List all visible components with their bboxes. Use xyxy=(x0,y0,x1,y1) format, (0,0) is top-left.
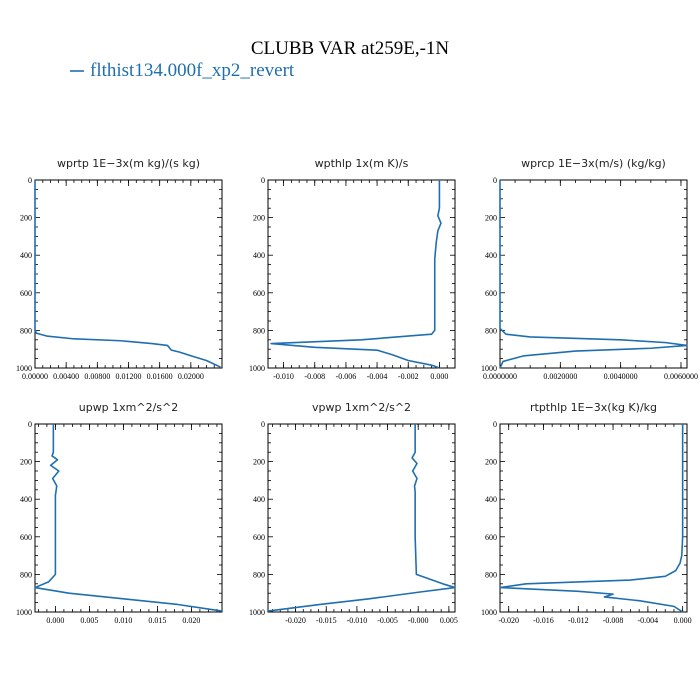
x-tick-label: 0.020 xyxy=(182,616,200,625)
y-tick-label: 600 xyxy=(485,533,497,542)
x-tick-label: -0.002 xyxy=(398,372,419,381)
y-tick-label: 200 xyxy=(20,458,32,467)
x-tick-label: 0.00800 xyxy=(84,372,110,381)
x-tick-label: 0.010 xyxy=(114,616,132,625)
x-tick-label: 0.0060000 xyxy=(664,372,698,381)
x-tick-label: 0.00400 xyxy=(53,372,79,381)
panel-title: wprtp 1E−3x(m kg)/(s kg) xyxy=(57,157,200,170)
x-tick-label: 0.01200 xyxy=(116,372,142,381)
panel-5: vpwp 1xm^2/s^2 0 200 400 600 800 1000 -0.020 -0.… xyxy=(249,401,458,625)
y-tick-label: 800 xyxy=(485,570,497,579)
x-tick-label: 0.000 xyxy=(46,616,64,625)
panels: wprtp 1E−3x(m kg)/(s kg) 0 200 400 600 800 100… xyxy=(16,157,698,625)
y-tick-label: 0 xyxy=(261,420,265,429)
x-tick-label: -0.000 xyxy=(408,616,429,625)
x-tick-label: -0.015 xyxy=(316,616,337,625)
y-tick-label: 400 xyxy=(485,495,497,504)
panel-3: wprcp 1E−3x(m/s) (kg/kg) 0 200 400 600 800 100… xyxy=(481,157,698,381)
x-tick-label: 0.000 xyxy=(674,616,692,625)
panel-title: wpthlp 1x(m K)/s xyxy=(315,157,409,170)
series-line xyxy=(34,424,223,612)
x-tick-label: 0.01600 xyxy=(147,372,173,381)
x-tick-label: -0.004 xyxy=(367,372,388,381)
y-tick-label: 1000 xyxy=(249,608,265,617)
y-tick-label: 400 xyxy=(253,495,265,504)
plot-frame xyxy=(267,423,456,613)
y-tick-label: 800 xyxy=(20,326,32,335)
y-tick-label: 200 xyxy=(485,214,497,223)
y-tick-label: 200 xyxy=(485,458,497,467)
y-tick-label: 0 xyxy=(28,176,32,185)
series-line xyxy=(499,424,684,613)
x-tick-label: -0.004 xyxy=(638,616,659,625)
y-tick-label: 800 xyxy=(20,570,32,579)
y-tick-label: 600 xyxy=(253,533,265,542)
series-line xyxy=(267,424,456,612)
y-tick-label: 1000 xyxy=(16,608,32,617)
y-tick-label: 0 xyxy=(261,176,265,185)
y-tick-label: 800 xyxy=(253,570,265,579)
panel-4: upwp 1xm^2/s^2 0 200 400 600 800 1000 0.000 0.00… xyxy=(16,401,223,625)
plot-frame xyxy=(34,423,223,613)
x-tick-label: -0.006 xyxy=(336,372,357,381)
panel-title: wprcp 1E−3x(m/s) (kg/kg) xyxy=(521,157,666,170)
x-tick-label: 0.0040000 xyxy=(604,372,638,381)
panel-title: upwp 1xm^2/s^2 xyxy=(79,401,179,414)
x-tick-label: 0.005 xyxy=(80,616,98,625)
x-tick-label: 0.000 xyxy=(430,372,448,381)
x-tick-label: -0.020 xyxy=(285,616,306,625)
y-tick-label: 800 xyxy=(485,326,497,335)
x-tick-label: -0.010 xyxy=(273,372,294,381)
y-tick-label: 600 xyxy=(20,533,32,542)
plot-frame xyxy=(499,179,688,369)
x-tick-label: -0.016 xyxy=(533,616,554,625)
y-tick-label: 600 xyxy=(20,289,32,298)
y-tick-label: 400 xyxy=(20,251,32,260)
y-tick-label: 200 xyxy=(253,458,265,467)
plot-frame xyxy=(34,179,223,369)
y-tick-label: 600 xyxy=(485,289,497,298)
figure-title: CLUBB VAR at259E,-1N xyxy=(251,38,450,59)
x-tick-label: 0.0020000 xyxy=(543,372,577,381)
y-tick-label: 600 xyxy=(253,289,265,298)
panel-title: rtpthlp 1E−3x(kg K)/kg xyxy=(530,401,657,414)
legend-label: flthist134.000f_xp2_revert xyxy=(90,60,295,81)
panel-title: vpwp 1xm^2/s^2 xyxy=(312,401,411,414)
y-tick-label: 0 xyxy=(28,420,32,429)
x-tick-label: -0.020 xyxy=(498,616,519,625)
panel-1: wprtp 1E−3x(m kg)/(s kg) 0 200 400 600 800 100… xyxy=(16,157,223,381)
legend: flthist134.000f_xp2_revert xyxy=(70,60,295,81)
panel-2: wpthlp 1x(m K)/s 0 200 400 600 800 1000 -0.010 -… xyxy=(249,157,456,381)
x-tick-label: 0.00000 xyxy=(22,372,48,381)
x-tick-label: -0.010 xyxy=(347,616,368,625)
series-line xyxy=(499,180,688,369)
y-tick-label: 0 xyxy=(493,420,497,429)
y-tick-label: 400 xyxy=(485,251,497,260)
x-tick-label: -0.012 xyxy=(568,616,589,625)
series-line xyxy=(34,180,221,368)
y-tick-label: 200 xyxy=(253,214,265,223)
y-tick-label: 200 xyxy=(20,214,32,223)
y-tick-label: 1000 xyxy=(249,364,265,373)
panel-6: rtpthlp 1E−3x(kg K)/kg02004006008001000-… xyxy=(481,401,692,625)
y-tick-label: 1000 xyxy=(481,608,497,617)
y-tick-label: 0 xyxy=(493,176,497,185)
y-tick-label: 1000 xyxy=(481,364,497,373)
y-tick-label: 800 xyxy=(253,326,265,335)
series-line xyxy=(270,180,442,369)
x-tick-label: -0.008 xyxy=(304,372,325,381)
y-tick-label: 400 xyxy=(20,495,32,504)
x-tick-label: -0.005 xyxy=(377,616,398,625)
y-tick-label: 1000 xyxy=(16,364,32,373)
x-tick-label: 0.02000 xyxy=(178,372,204,381)
x-tick-label: 0.005 xyxy=(440,616,458,625)
x-tick-label: -0.008 xyxy=(603,616,624,625)
y-tick-label: 400 xyxy=(253,251,265,260)
x-tick-label: 0.0000000 xyxy=(483,372,517,381)
x-tick-label: 0.015 xyxy=(148,616,166,625)
